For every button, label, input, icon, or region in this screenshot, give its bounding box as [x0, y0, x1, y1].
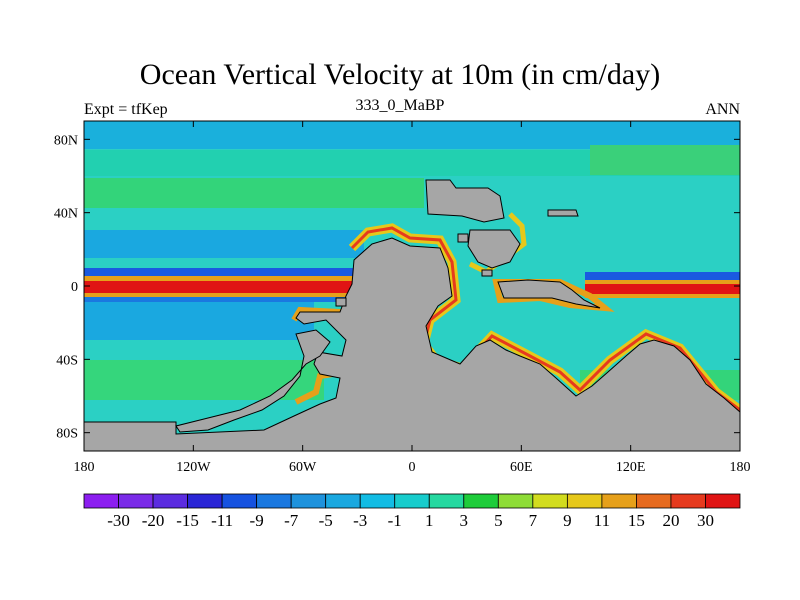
colorbar-label: -1 — [388, 511, 402, 530]
colorbar-box — [187, 493, 223, 509]
colorbar-box — [394, 493, 430, 509]
colorbar-box — [705, 493, 741, 509]
colorbar-box — [325, 493, 361, 509]
small-island-b — [481, 269, 493, 277]
x-tick-label: 120E — [616, 460, 646, 475]
colorbar-label: 11 — [594, 511, 610, 530]
colorbar-box — [290, 493, 327, 509]
colorbar-box — [256, 493, 292, 509]
colorbar-label: -9 — [250, 511, 264, 530]
colorbar-label: 30 — [697, 511, 714, 530]
y-tick-label: 80N — [54, 133, 78, 148]
colorbar-box — [152, 493, 188, 509]
equator-east-blue-north — [585, 272, 740, 280]
colorbar-label: 5 — [494, 511, 503, 530]
colorbar-box — [636, 493, 672, 509]
equator-west-orange-south — [84, 293, 359, 297]
colorbar-label: -15 — [176, 511, 199, 530]
y-tick-label: 40N — [54, 207, 78, 222]
north-pacific-band — [590, 145, 740, 175]
colorbar: -30 -20 -15 -11 -9 -7 -5 -3 -1 1 3 5 7 9 11 15 20 30 — [83, 493, 741, 530]
north-china-block — [467, 229, 521, 269]
x-tick-label: 120W — [176, 460, 211, 475]
colorbar-box — [497, 493, 534, 509]
axis-ticks: 180 120W 60W 0 60E 120E 180 80N 40N 0 40S 80S — [54, 121, 751, 475]
season-label: ANN — [705, 101, 740, 118]
colorbar-label: 9 — [563, 511, 572, 530]
colorbar-box — [83, 493, 119, 509]
colorbar-label: 15 — [628, 511, 645, 530]
colorbar-label: 20 — [662, 511, 679, 530]
colorbar-label: 7 — [529, 511, 538, 530]
colorbar-box — [221, 493, 258, 509]
south-tropical-downwelling — [84, 300, 314, 340]
equator-west-red-core — [84, 281, 359, 293]
colorbar-label: -7 — [284, 511, 299, 530]
equator-west-blue-south — [84, 297, 359, 302]
x-tick-label: 180 — [74, 460, 95, 475]
archipelago-halo — [492, 279, 615, 312]
laurasia-north-block — [425, 179, 505, 223]
equator-west-blue-north — [84, 268, 359, 276]
colorbar-label: -11 — [211, 511, 233, 530]
south-china-archipelago — [497, 279, 601, 309]
y-tick-label: 40S — [56, 353, 78, 368]
colorbar-box — [532, 493, 568, 509]
colorbar-box — [359, 493, 396, 509]
colorbar-label: -3 — [353, 511, 367, 530]
colorbar-box — [463, 493, 499, 509]
north-tropical-downwelling — [84, 230, 364, 258]
antarctic-peninsula — [175, 329, 331, 433]
south-subtropical-band — [84, 360, 324, 400]
gondwana-landmass — [84, 237, 740, 451]
map-title: Ocean Vertical Velocity at 10m (in cm/da… — [139, 58, 661, 91]
colorbar-label: 1 — [425, 511, 434, 530]
colorbar-box — [601, 493, 637, 509]
x-tick-label: 60W — [289, 460, 317, 475]
y-tick-label: 0 — [71, 280, 78, 295]
map-plot-area — [84, 121, 740, 451]
colorbar-label: -20 — [142, 511, 165, 530]
equator-east-orange-south — [585, 294, 740, 298]
small-island-c — [335, 297, 347, 307]
north-subtropical-band — [84, 178, 424, 208]
colorbar-box — [428, 493, 465, 509]
y-tick-label: 80S — [56, 427, 78, 442]
period-label: 333_0_MaBP — [355, 97, 445, 114]
x-tick-label: 60E — [510, 460, 533, 475]
experiment-label: Expt = tfKep — [84, 101, 168, 118]
colorbar-box — [118, 493, 154, 509]
x-tick-label: 180 — [730, 460, 751, 475]
equator-east-red-core — [585, 284, 740, 294]
colorbar-box — [670, 493, 706, 509]
small-island-a — [457, 233, 469, 243]
siberia-fragment — [547, 209, 579, 217]
colorbar-label: 3 — [460, 511, 469, 530]
equator-east-orange-north — [585, 280, 740, 284]
colorbar-box — [566, 493, 603, 509]
colorbar-label: -5 — [319, 511, 333, 530]
equator-west-orange-north — [84, 276, 359, 281]
x-tick-label: 0 — [409, 460, 416, 475]
colorbar-label: -30 — [107, 511, 130, 530]
land-masses — [84, 179, 740, 451]
